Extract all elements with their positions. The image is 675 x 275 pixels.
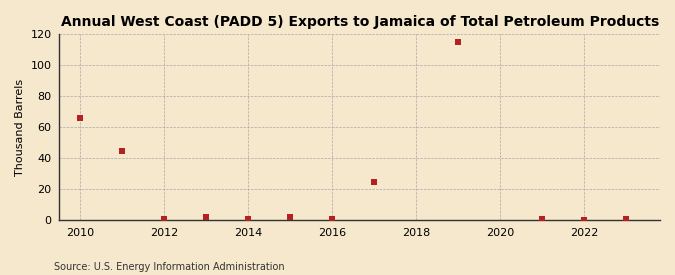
Point bbox=[621, 217, 632, 221]
Point bbox=[537, 217, 548, 221]
Point bbox=[201, 215, 212, 219]
Y-axis label: Thousand Barrels: Thousand Barrels bbox=[15, 79, 25, 176]
Point bbox=[579, 218, 590, 222]
Point bbox=[327, 217, 338, 221]
Point bbox=[243, 217, 254, 221]
Text: Source: U.S. Energy Information Administration: Source: U.S. Energy Information Administ… bbox=[54, 262, 285, 272]
Point bbox=[453, 40, 464, 44]
Title: Annual West Coast (PADD 5) Exports to Jamaica of Total Petroleum Products: Annual West Coast (PADD 5) Exports to Ja… bbox=[61, 15, 659, 29]
Point bbox=[159, 217, 169, 221]
Point bbox=[369, 179, 380, 184]
Point bbox=[75, 116, 86, 120]
Point bbox=[285, 215, 296, 219]
Point bbox=[117, 148, 128, 153]
